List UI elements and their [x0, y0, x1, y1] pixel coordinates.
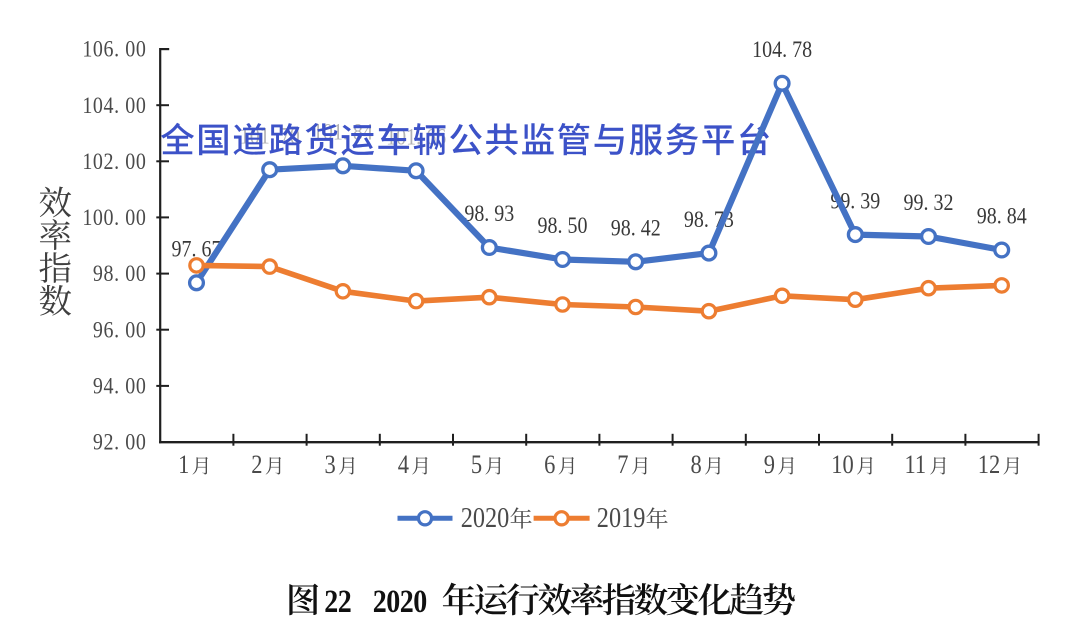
- svg-text:9: 9: [764, 451, 775, 480]
- svg-text:101. 84: 101. 84: [313, 119, 373, 145]
- svg-text:2020: 2020: [461, 502, 510, 533]
- svg-text:6: 6: [544, 451, 555, 480]
- svg-text:104. 78: 104. 78: [752, 37, 812, 63]
- svg-text:98. 50: 98. 50: [538, 213, 588, 239]
- svg-text:8: 8: [691, 451, 702, 480]
- svg-text:99. 32: 99. 32: [904, 190, 954, 216]
- svg-text:98. 42: 98. 42: [611, 215, 661, 241]
- svg-text:102. 00: 102. 00: [82, 149, 146, 175]
- svg-text:22: 22: [324, 583, 351, 619]
- svg-text:1: 1: [178, 451, 189, 480]
- svg-text:7: 7: [617, 451, 628, 480]
- svg-text:5: 5: [471, 451, 482, 480]
- svg-text:100. 00: 100. 00: [82, 205, 146, 231]
- svg-text:98. 93: 98. 93: [464, 201, 514, 227]
- svg-text:11: 11: [905, 451, 927, 480]
- svg-text:98. 84: 98. 84: [977, 203, 1027, 229]
- svg-text:4: 4: [398, 451, 409, 480]
- svg-text:94. 00: 94. 00: [93, 373, 147, 399]
- svg-text:10: 10: [831, 451, 853, 480]
- svg-text:98. 00: 98. 00: [93, 261, 147, 287]
- svg-text:2: 2: [251, 451, 262, 480]
- svg-text:106. 00: 106. 00: [82, 36, 146, 62]
- svg-text:2020: 2020: [373, 583, 427, 619]
- svg-text:104. 00: 104. 00: [82, 92, 146, 118]
- svg-text:3: 3: [325, 451, 336, 480]
- svg-text:12: 12: [978, 451, 1000, 480]
- svg-text:2019: 2019: [597, 502, 646, 533]
- svg-text:92. 00: 92. 00: [93, 429, 147, 455]
- svg-text:96. 00: 96. 00: [93, 317, 147, 343]
